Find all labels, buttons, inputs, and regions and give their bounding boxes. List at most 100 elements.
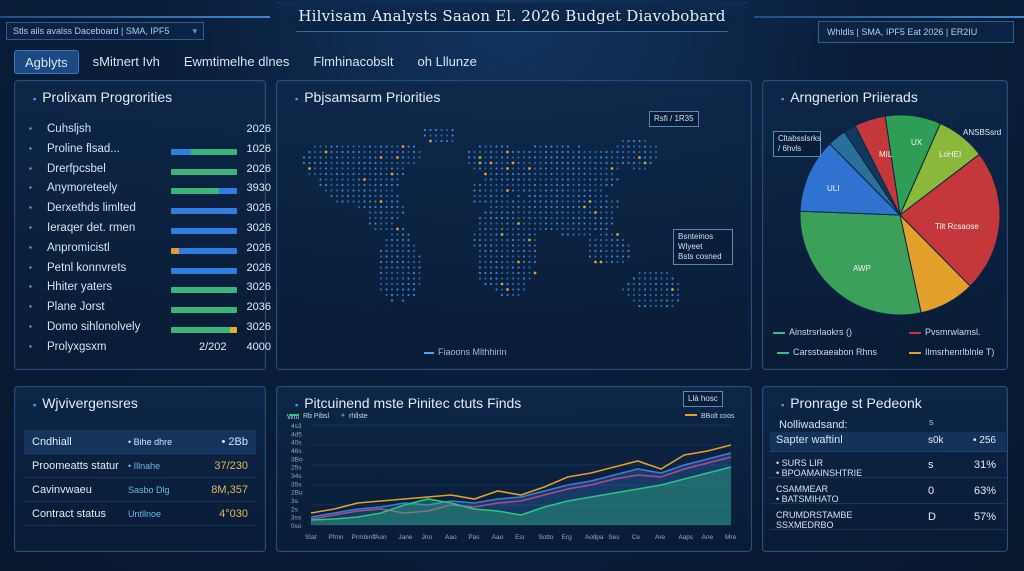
map-dot: [638, 145, 641, 148]
map-dot: [528, 277, 531, 280]
priority-row[interactable]: ▪ Cuhsljsh 2026: [23, 121, 271, 141]
map-dot: [484, 255, 487, 258]
priority-row[interactable]: ▪ Drerfpcsbel 2026: [23, 161, 271, 181]
map-dot: [478, 183, 482, 187]
pie-slice[interactable]: [854, 115, 901, 216]
map-dot: [374, 145, 377, 148]
priority-row[interactable]: ▪ Anpromicistl 2026: [23, 240, 271, 260]
table-row[interactable]: Proomeatts statur • Illnahe 37/230: [24, 454, 256, 478]
stat-cell: D: [928, 511, 936, 523]
map-dot: [599, 222, 603, 225]
filter-selector[interactable]: Whldls | SMA, IPF5 Eat 2026 | ER2IU: [818, 21, 1014, 43]
map-dot: [511, 172, 515, 176]
pie-slice[interactable]: [899, 153, 1001, 287]
stat-row[interactable]: • SURS LIR • BPOAMAINSHTRIE s 31%: [770, 452, 1006, 478]
stat-row[interactable]: CSAMMEAR • BATSMIHATO 0 63%: [770, 478, 1006, 504]
series-line[interactable]: [310, 452, 732, 518]
map-dot: [583, 211, 586, 214]
map-dot: [495, 205, 498, 209]
priority-row[interactable]: ▪ Anymoreteely 3930: [23, 180, 271, 200]
map-dot: [599, 178, 603, 181]
map-dot: [368, 205, 372, 209]
map-dot: [621, 260, 625, 264]
map-dot: [385, 156, 388, 159]
map-dot: [621, 161, 625, 165]
pie-slice[interactable]: [799, 143, 902, 216]
map-dot: [412, 282, 416, 286]
map-dot: [517, 205, 520, 209]
map-dot: [528, 244, 531, 247]
priorities-panel: ▪ Prolixam Progrorities ▪ Cuhsljsh 2026 ▪ Pro…: [14, 80, 271, 370]
series-line[interactable]: [310, 466, 732, 521]
priority-row[interactable]: ▪ Prolyxgsxm 2/202 4000: [23, 339, 271, 359]
map-dot: [407, 233, 410, 236]
map-dot: [495, 227, 498, 231]
map-dot: [616, 161, 619, 165]
series-line[interactable]: [310, 444, 732, 514]
map-dot: [577, 194, 581, 198]
table-row[interactable]: Contract status Untllnoe 4°030: [24, 502, 256, 526]
priority-marker-icon: ▪: [29, 321, 32, 331]
priority-row[interactable]: ▪ Hhiter yaters 3026: [23, 279, 271, 299]
x-tick-label: Aotlpa: [585, 534, 604, 541]
table-row[interactable]: Cavinvwaeu Sasbo Dlg 8M,357: [24, 478, 256, 502]
map-dot: [671, 293, 674, 297]
tab-flmhinacobslt[interactable]: Flmhinacobslt: [313, 54, 394, 69]
map-dot: [363, 167, 366, 170]
map-dot: [544, 183, 548, 187]
map-dot: [511, 167, 515, 170]
tab-ohlllunze[interactable]: oh Lllunze: [417, 54, 477, 69]
dashboard-selector[interactable]: Stls ails avalss Daceboard | SMA, IPF5 ▾: [6, 22, 204, 40]
map-dot: [528, 167, 531, 170]
priority-row[interactable]: ▪ Domo sihlonolvely 3026: [23, 319, 271, 339]
map-dot: [352, 200, 355, 203]
map-dot: [357, 200, 361, 203]
tab-agblyts[interactable]: Agblyts: [14, 50, 79, 74]
map-dot: [407, 145, 410, 148]
map-dot: [478, 150, 482, 154]
map-dot: [357, 178, 361, 181]
map-dot: [522, 167, 526, 170]
pie-slice[interactable]: [799, 210, 922, 316]
map-dot: [385, 244, 388, 247]
priority-row[interactable]: ▪ Proline flsad... 1026: [23, 141, 271, 161]
map-dot: [528, 260, 531, 264]
map-dot: [572, 200, 575, 203]
map-dot: [363, 205, 366, 209]
map-dot: [495, 194, 498, 198]
map-dot: [577, 183, 581, 187]
priority-row[interactable]: ▪ Petnl konnvrets 2026: [23, 260, 271, 280]
map-dot: [517, 211, 520, 214]
map-dot: [484, 200, 487, 203]
map-dot: [374, 222, 377, 225]
tab-smitnert[interactable]: sMitnert Ivh: [92, 54, 160, 69]
map-dot: [577, 156, 581, 159]
map-dot: [434, 139, 438, 143]
stat-row[interactable]: CRUMDRSTAMBE SSXMEDRBO D 57%: [770, 504, 1006, 530]
tab-ewmtimelhe[interactable]: Ewmtimelhe dlnes: [183, 54, 290, 69]
map-dot: [550, 211, 553, 214]
map-dot: [561, 222, 564, 225]
map-dot: [434, 128, 438, 132]
priority-marker-icon: ▪: [29, 242, 32, 252]
priority-row[interactable]: ▪ Derxethds limlted 3026: [23, 200, 271, 220]
map-dot: [550, 172, 553, 176]
trend-badge[interactable]: Llà hosc: [683, 391, 723, 407]
map-dot: [522, 255, 526, 258]
map-dot: [555, 216, 559, 220]
priority-row[interactable]: ▪ Ieraqer det. rmen 3026: [23, 220, 271, 240]
map-dot: [528, 194, 531, 198]
series-line[interactable]: [310, 456, 732, 520]
map-dot: [500, 249, 504, 253]
map-dot: [495, 244, 498, 247]
map-dot: [522, 288, 526, 291]
map-dot: [489, 266, 493, 269]
priority-row[interactable]: ▪ Plane Jorst 2036: [23, 299, 271, 319]
stat-cell: s0k: [928, 435, 944, 446]
map-dot: [566, 211, 570, 214]
map-dot: [407, 266, 410, 269]
allocation-pie-chart[interactable]: UX MIL LoHEI ULI Tilt Rcsaose AWP ANSBSsrd: [763, 81, 1009, 371]
world-map[interactable]: [289, 115, 739, 345]
map-dot: [572, 205, 575, 209]
